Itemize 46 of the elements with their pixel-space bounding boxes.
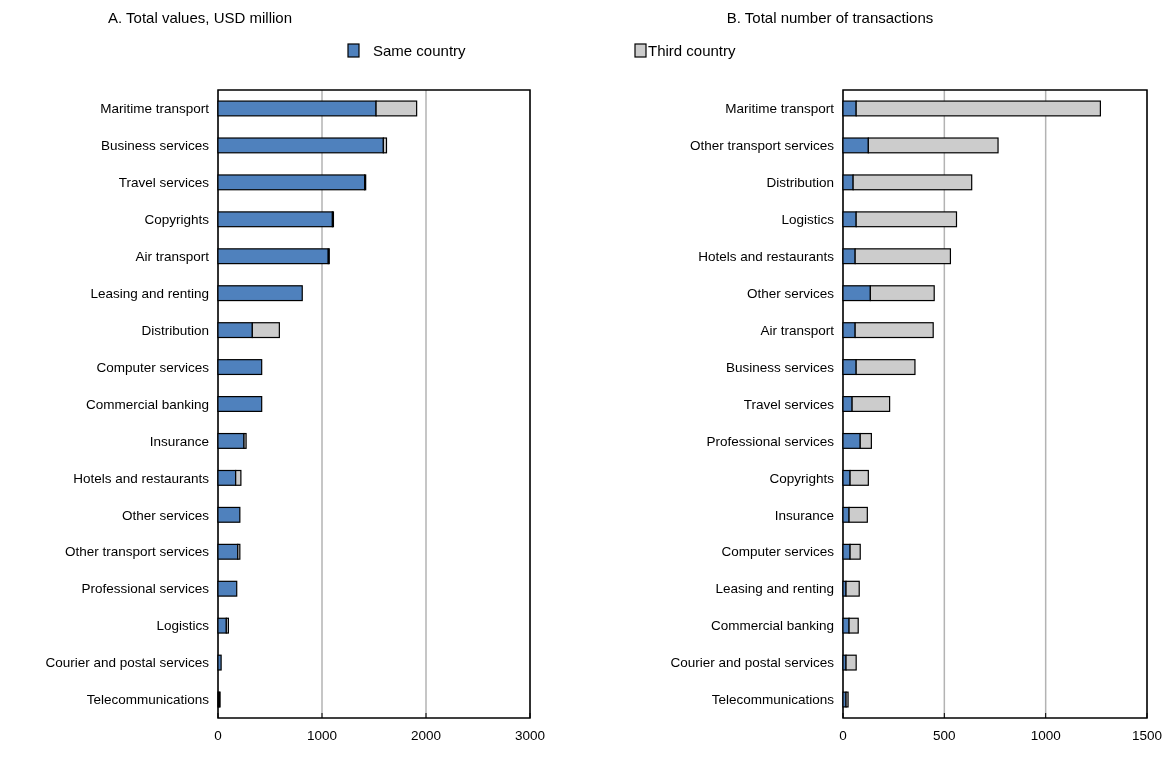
x-tick-label: 1000 (306, 728, 338, 743)
y-tick-label: Insurance (774, 507, 834, 523)
y-tick-label: Distribution (141, 322, 209, 338)
y-tick-label: Maritime transport (725, 101, 835, 117)
legend-label: Same country (373, 42, 467, 59)
y-tick-label: Copyrights (769, 470, 835, 486)
y-tick-label: Distribution (766, 175, 834, 191)
y-tick-label: Other services (746, 285, 835, 301)
x-tick-label: 0 (839, 728, 847, 743)
y-tick-label: Air transport (135, 248, 210, 264)
y-tick-label: Business services (725, 359, 835, 375)
y-tick-label: Other transport services (64, 544, 210, 560)
x-tick-label: 0 (214, 728, 222, 743)
y-tick-label: Hotels and restaurants (73, 470, 210, 486)
legend-label: Third country (648, 42, 737, 59)
y-tick-label: Courier and postal services (45, 655, 210, 671)
y-tick-label: Professional services (706, 433, 835, 449)
x-tick-label: 1500 (1131, 728, 1163, 743)
y-tick-label: Commercial banking (710, 618, 834, 634)
y-tick-label: Hotels and restaurants (698, 248, 835, 264)
x-tick-label: 3000 (514, 728, 546, 743)
y-tick-label: Leasing and renting (715, 581, 834, 597)
y-tick-label: Other services (121, 507, 210, 523)
y-tick-label: Commercial banking (85, 396, 209, 412)
y-tick-label: Telecommunications (86, 692, 210, 708)
y-tick-label: Leasing and renting (90, 285, 209, 301)
y-tick-label: Maritime transport (100, 101, 210, 117)
y-tick-label: Professional services (81, 581, 210, 597)
x-tick-label: 2000 (410, 728, 442, 743)
y-tick-label: Logistics (781, 212, 835, 228)
y-tick-label: Business services (100, 138, 210, 154)
y-tick-label: Logistics (156, 618, 210, 634)
y-tick-label: Computer services (96, 359, 210, 375)
y-tick-label: Other transport services (689, 138, 835, 154)
y-tick-label: Insurance (149, 433, 209, 449)
y-tick-label: Air transport (760, 322, 835, 338)
y-tick-label: Copyrights (144, 212, 210, 228)
y-tick-label: Travel services (743, 396, 835, 412)
x-tick-label: 500 (933, 728, 956, 743)
y-tick-label: Travel services (118, 175, 210, 191)
y-tick-label: Courier and postal services (670, 655, 835, 671)
chart-title: B. Total number of transactions (726, 9, 934, 26)
x-tick-label: 1000 (1030, 728, 1061, 743)
y-tick-label: Telecommunications (711, 692, 835, 708)
chart-title: A. Total values, USD million (108, 9, 292, 26)
y-tick-label: Computer services (721, 544, 835, 560)
